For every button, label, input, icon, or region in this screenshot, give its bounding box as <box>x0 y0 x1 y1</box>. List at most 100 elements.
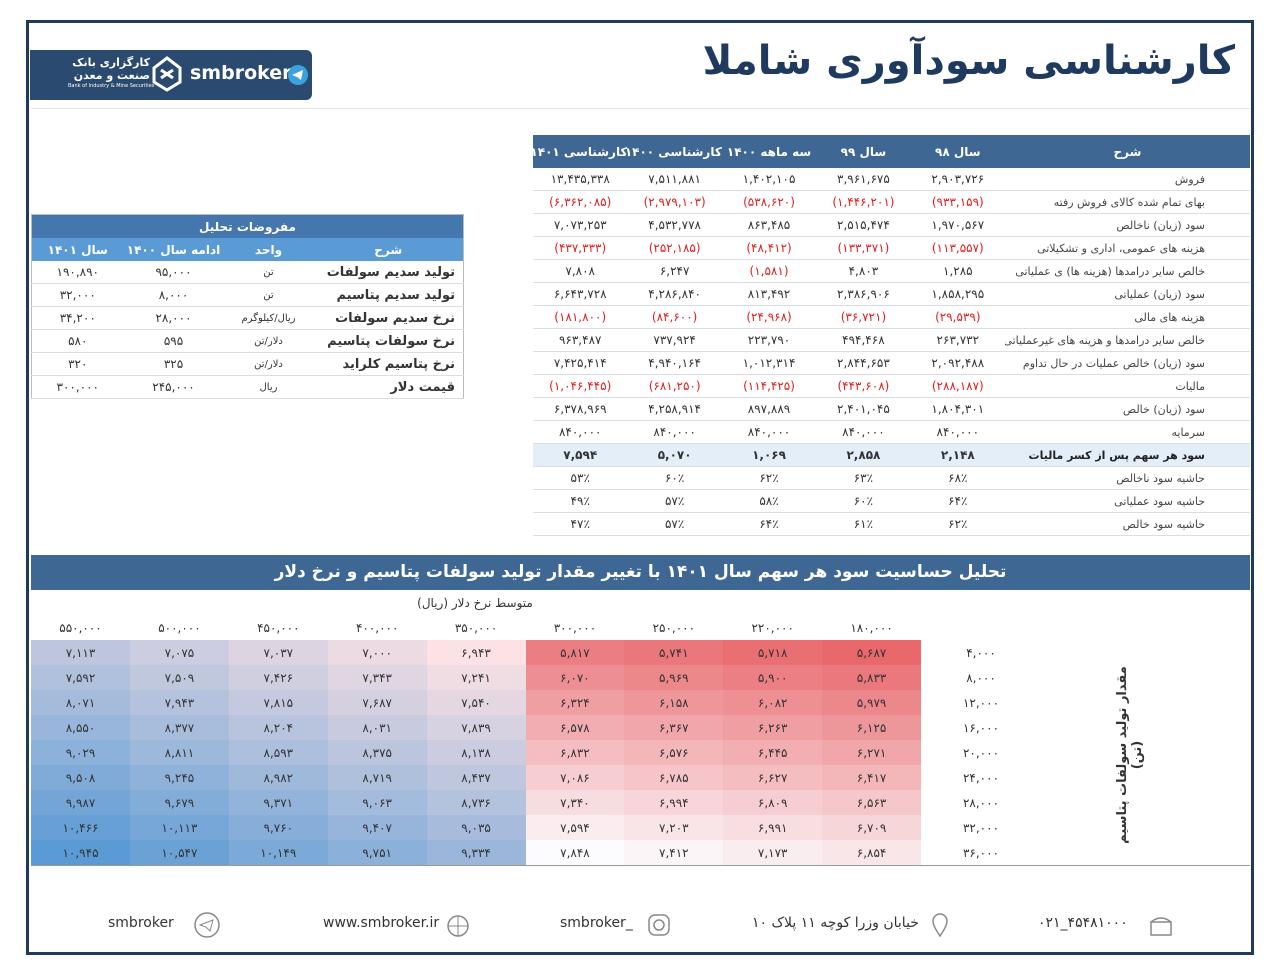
cell: ۶,۲۶۳ <box>723 715 823 740</box>
cell: ۳۴,۲۰۰ <box>31 306 124 330</box>
cell: ۲,۸۵۸ <box>816 443 911 467</box>
column-header: شرح <box>313 238 464 261</box>
row-label: ۱۲,۰۰۰ <box>962 695 1000 710</box>
cell: ۴,۲۵۸,۹۱۴ <box>627 397 722 421</box>
frame <box>26 20 1254 955</box>
row-label: خالص سایر درامدها و هزینه های غیرعملیاتی <box>1005 328 1250 352</box>
table-title: مفروضات تحلیل <box>31 214 464 238</box>
phone-icon <box>1150 917 1172 936</box>
cell: ۲,۹۰۳,۷۲۶ <box>910 168 1005 191</box>
table-row: هزینه های مالی (۲۹,۵۳۹) (۳۶,۷۲۱) (۲۴,۹۶۸) (۸… <box>533 305 1250 329</box>
cell: ریال/کیلوگرم <box>223 306 314 330</box>
cell: ۳۲۵ <box>123 352 224 376</box>
cell: ۷,۲۴۱ <box>426 665 526 690</box>
cell: ۹۵,۰۰۰ <box>123 261 224 284</box>
cell: ۱,۸۵۸,۲۹۵ <box>910 282 1005 306</box>
cell: ۶,۹۴۳ <box>426 640 526 665</box>
row-label: تولید سدیم پتاسیم <box>313 283 464 307</box>
cell: ۵,۹۶۹ <box>624 665 724 690</box>
row-label: ۴,۰۰۰ <box>966 645 996 660</box>
table-row: سرمایه ۸۴۰,۰۰۰ ۸۴۰,۰۰۰ ۸۴۰,۰۰۰ ۸۴۰,۰۰۰ ۸۴۰,۰۰… <box>533 420 1250 444</box>
cell: ۱۰,۱۱۳ <box>130 815 229 840</box>
row-label: نرخ سولفات پتاسیم <box>313 329 464 353</box>
cell: ۶,۲۴۷ <box>627 259 722 283</box>
table-row: تولید سدیم سولفات تن ۹۵,۰۰۰ ۱۹۰,۸۹۰ <box>31 261 464 284</box>
cell: ۸۶۳,۴۸۵ <box>721 213 817 237</box>
income-table: شرح سال ۹۸ سال ۹۹ سه ماهه ۱۴۰۰ کارشناسی ۱۴۰۰… <box>533 135 1250 536</box>
table-row: ۱۶,۰۰۰ ۶,۱۲۵ ۶,۲۶۳ ۶,۳۶۷ ۶,۵۷۸ ۷,۸۳۹ ۸,۰۳۱ ۸,۲۰… <box>31 715 1041 740</box>
telegram: smbroker <box>108 915 174 931</box>
cell: ۵,۸۳۳ <box>822 665 921 690</box>
telegram-icon <box>288 65 308 85</box>
web-icon <box>447 915 469 937</box>
row-label: حاشیه سود ناخالص <box>1005 466 1250 490</box>
cell: ۲,۴۰۱,۰۴۵ <box>816 397 911 421</box>
cell: ۹,۶۷۹ <box>130 790 229 815</box>
cell: دلار/تن <box>223 329 314 353</box>
table-row: سود (زیان) عملیاتی ۱,۸۵۸,۲۹۵ ۲,۳۸۶,۹۰۶ ۸۱۳,… <box>533 282 1250 306</box>
cell: ۹,۹۸۷ <box>31 790 130 815</box>
cell: ۱,۴۰۲,۱۰۵ <box>721 168 817 191</box>
row-label: ۱۶,۰۰۰ <box>962 720 1000 735</box>
page-title: کارشناسی سودآوری شاملا <box>702 38 1235 84</box>
cell: ۶,۵۷۸ <box>525 715 625 740</box>
location-icon <box>932 913 948 938</box>
table-row: ۳۲,۰۰۰ ۶,۷۰۹ ۶,۹۹۱ ۷,۲۰۳ ۷,۵۹۴ ۹,۰۳۵ ۹,۴۰۷ ۹,۷۶… <box>31 815 1041 840</box>
cell: تن <box>223 283 314 307</box>
cell: ۳۲۰ <box>31 352 124 376</box>
sensitivity-table: ۱۸۰,۰۰۰ ۲۲۰,۰۰۰ ۲۵۰,۰۰۰ ۳۰۰,۰۰۰ ۳۵۰,۰۰۰ ۴۰۰,۰… <box>31 615 1041 865</box>
row-label: ۸,۰۰۰ <box>966 670 996 685</box>
cell: ۱,۰۶۹ <box>721 443 817 467</box>
instagram: smbroker_ <box>560 915 633 931</box>
cell: ۷,۲۰۳ <box>624 815 724 840</box>
cell: ۸,۷۳۶ <box>426 790 526 815</box>
cell: ۸,۲۰۴ <box>228 715 328 740</box>
column-header: سه ماهه ۱۴۰۰ <box>721 135 817 168</box>
row-label: ۳۲,۰۰۰ <box>962 820 1000 835</box>
cell: ۷,۵۴۰ <box>426 690 526 715</box>
cell: ۶,۸۰۹ <box>723 790 823 815</box>
cell: ۶,۱۲۵ <box>822 715 921 740</box>
cell: ۶,۷۰۹ <box>822 815 921 840</box>
table-row: هزینه های عمومی، اداری و تشکیلاتی (۱۱۳,۵۵… <box>533 236 1250 260</box>
column-header: ۲۵۰,۰۰۰ <box>652 620 696 635</box>
cell: (۲۹,۵۳۹) <box>910 305 1005 329</box>
cell: ۲,۳۸۶,۹۰۶ <box>816 282 911 306</box>
table-row: ۲۴,۰۰۰ ۶,۴۱۷ ۶,۶۲۷ ۶,۷۸۵ ۷,۰۸۶ ۸,۴۳۷ ۸,۷۱۹ ۸,۹۸… <box>31 765 1041 790</box>
table-row: ۴,۰۰۰ ۵,۶۸۷ ۵,۷۱۸ ۵,۷۴۱ ۵,۸۱۷ ۶,۹۴۳ ۷,۰۰۰ ۷,۰۳۷… <box>31 640 1041 665</box>
table-row: سود (زیان) خالص عملیات در حال تداوم ۲,۰۹۲… <box>533 351 1250 375</box>
cell: ۶۲٪ <box>721 466 817 490</box>
row-label: خالص سایر درامدها (هزینه ها) ی عملیاتی <box>1005 259 1250 283</box>
cell: (۳۶,۷۲۱) <box>816 305 911 329</box>
cell: ۶,۰۸۲ <box>723 690 823 715</box>
table-row: سود (زیان) ناخالص ۱,۹۷۰,۵۶۷ ۲,۵۱۵,۴۷۴ ۸۶۳,۴… <box>533 213 1250 237</box>
cell: ۹,۲۴۵ <box>130 765 229 790</box>
table-row: نرخ پتاسیم کلراید دلار/تن ۳۲۵ ۳۲۰ <box>31 352 464 376</box>
table-row: قیمت دلار ریال ۲۴۵,۰۰۰ ۳۰۰,۰۰۰ <box>31 375 464 399</box>
row-label: حاشیه سود عملیاتی <box>1005 489 1250 513</box>
cell: ۴,۵۳۲,۷۷۸ <box>627 213 722 237</box>
phone: ۰۲۱_۴۵۴۸۱۰۰۰ <box>1038 915 1128 931</box>
axis-label: مقدار تولید سولفات پتاسیم (تن) <box>1115 666 1145 844</box>
cell: ۷,۳۴۰ <box>525 790 625 815</box>
cell: ۴۹۴,۴۶۸ <box>816 328 911 352</box>
cell: ۲۸,۰۰۰ <box>123 306 224 330</box>
row-label: سود (زیان) ناخالص <box>1005 213 1250 237</box>
cell: ۸۴۰,۰۰۰ <box>627 420 722 444</box>
divider <box>31 865 1250 866</box>
cell: ۷,۵۱۱,۸۸۱ <box>627 168 722 191</box>
cell: ۱۰,۴۶۶ <box>31 815 130 840</box>
cell: ۸,۰۳۱ <box>327 715 427 740</box>
cell: ۹,۰۲۹ <box>31 740 130 765</box>
cell: ۵۹۵ <box>123 329 224 353</box>
cell: ۱,۸۰۴,۳۰۱ <box>910 397 1005 421</box>
cell: ۸,۴۳۷ <box>426 765 526 790</box>
table-row: سود هر سهم پس از کسر مالیات ۲,۱۴۸ ۲,۸۵۸ ۱,۰… <box>533 443 1250 467</box>
column-header: سال ۱۴۰۱ <box>31 238 124 261</box>
cell: ۸,۱۳۸ <box>426 740 526 765</box>
cell: ۷,۰۳۷ <box>228 640 328 665</box>
website: www.smbroker.ir <box>323 915 440 931</box>
column-header: کارشناسی ۱۴۰۰ <box>627 135 722 168</box>
cell: ۴,۹۴۰,۱۶۴ <box>627 351 722 375</box>
